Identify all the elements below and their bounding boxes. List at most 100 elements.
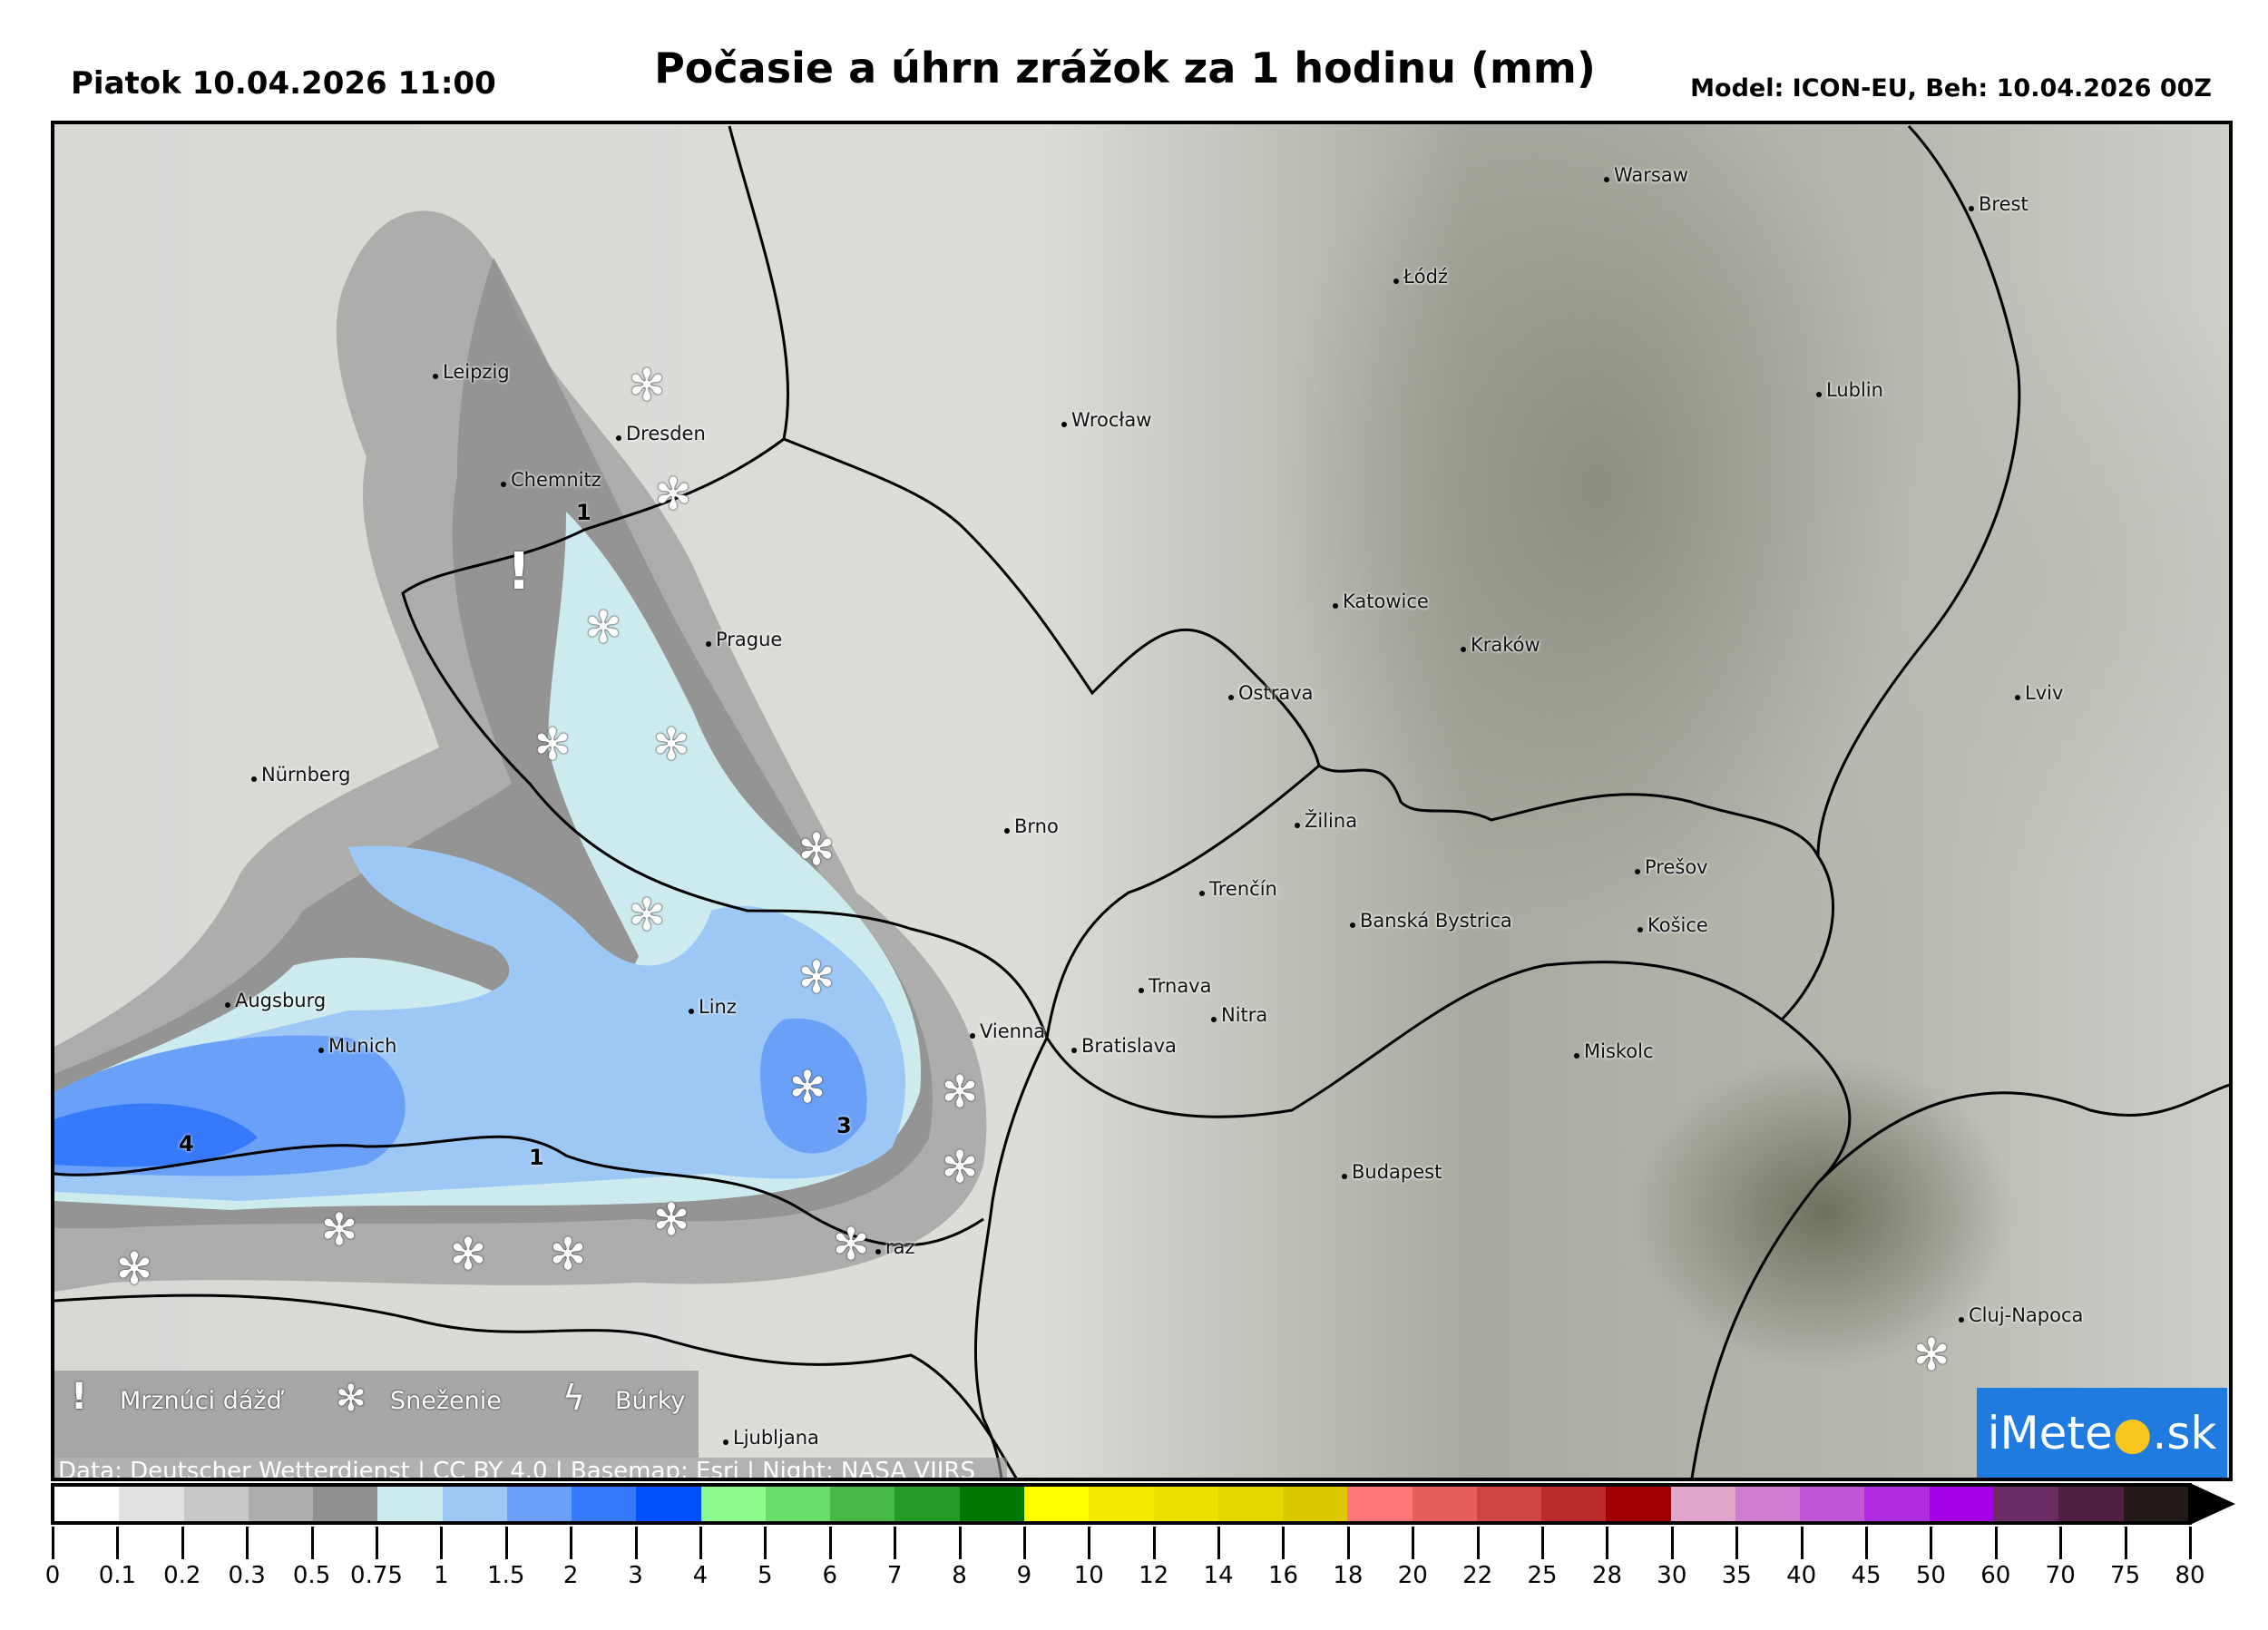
- colorbar-tick-label: 4: [692, 1562, 709, 1589]
- colorbar-bin: [1606, 1487, 1671, 1521]
- city-label: Prešov: [1635, 856, 1708, 878]
- city-label: Łódź: [1393, 266, 1448, 288]
- city-label: Banská Bystrica: [1350, 910, 1512, 932]
- colorbar-tick: [1022, 1527, 1026, 1559]
- colorbar-tick-label: 7: [886, 1562, 903, 1589]
- snowflake-icon: ✻: [449, 1229, 487, 1280]
- page-title: Počasie a úhrn zrážok za 1 hodinu (mm): [654, 44, 1596, 93]
- colorbar-tick-label: 20: [1397, 1562, 1428, 1589]
- colorbar-bin: [1217, 1487, 1284, 1521]
- colorbar-tick-label: 10: [1073, 1562, 1104, 1589]
- city-label: Brest: [1969, 193, 2028, 215]
- colorbar-tick: [1735, 1527, 1739, 1559]
- colorbar-tick: [699, 1527, 702, 1559]
- colorbar-bin: [1800, 1487, 1865, 1521]
- colorbar-tick: [1412, 1527, 1415, 1559]
- weather-map[interactable]: Warsaw Brest Łódź Lublin Leipzig Dresden…: [51, 121, 2233, 1481]
- colorbar-tick: [1800, 1527, 1804, 1559]
- colorbar-tick-label: 8: [952, 1562, 967, 1589]
- city-label: Kraków: [1461, 634, 1540, 656]
- city-label: Ostrava: [1228, 682, 1314, 704]
- colorbar-tick: [375, 1527, 378, 1559]
- colorbar-bin: [1023, 1487, 1090, 1521]
- colorbar-bin: [700, 1487, 766, 1521]
- colorbar-tick-label: 18: [1333, 1562, 1364, 1589]
- precip-value-label: 1: [529, 1145, 544, 1170]
- colorbar-bin: [1929, 1487, 1994, 1521]
- colorbar-tick-label: 12: [1139, 1562, 1169, 1589]
- colorbar-tick: [1282, 1527, 1286, 1559]
- colorbar-tick-label: 0.3: [228, 1562, 266, 1589]
- city-label: Trenčín: [1199, 878, 1277, 900]
- snowflake-icon: ✻: [788, 1062, 826, 1113]
- city-label: Nitra: [1210, 1004, 1267, 1026]
- colorbar-tick-label: 60: [1980, 1562, 2011, 1589]
- colorbar-tick-label: 80: [2175, 1562, 2205, 1589]
- colorbar-bin: [119, 1487, 184, 1521]
- city-label: Nürnberg: [250, 764, 350, 786]
- city-label: Vienna: [969, 1020, 1045, 1042]
- city-label: Košice: [1637, 914, 1708, 936]
- city-label: Wrocław: [1061, 409, 1151, 431]
- precipitation-layer: [54, 124, 2229, 1478]
- city-label: Warsaw: [1604, 164, 1688, 186]
- colorbar-bin: [1541, 1487, 1607, 1521]
- snowflake-icon: ✻: [628, 360, 666, 411]
- snowflake-icon: ✻: [1912, 1330, 1950, 1381]
- colorbar-tick-label: 22: [1462, 1562, 1493, 1589]
- freezing-rain-icon: !: [507, 542, 531, 601]
- city-label: Leipzig: [433, 361, 510, 383]
- city-label: Dresden: [616, 423, 706, 444]
- city-label: Lublin: [1816, 379, 1883, 401]
- colorbar-tick: [828, 1527, 832, 1559]
- colorbar-bin: [183, 1487, 249, 1521]
- colorbar-bin: [442, 1487, 507, 1521]
- precip-value-label: 3: [836, 1113, 852, 1138]
- precip-value-label: 4: [179, 1131, 194, 1157]
- colorbar-tick-label: 28: [1591, 1562, 1622, 1589]
- snowflake-icon: ✻: [320, 1205, 358, 1255]
- colorbar-tick: [246, 1527, 249, 1559]
- colorbar-bin: [636, 1487, 701, 1521]
- snowflake-icon: ✻: [654, 469, 692, 520]
- colorbar-tick: [958, 1527, 962, 1559]
- colorbar-tick: [1476, 1527, 1480, 1559]
- colorbar-bin: [1993, 1487, 2059, 1521]
- colorbar-bin: [1864, 1487, 1930, 1521]
- legend-box: [54, 1371, 699, 1458]
- colorbar-tick: [116, 1527, 120, 1559]
- snowflake-icon: ✻: [941, 1142, 979, 1193]
- snowflake-icon: ✻: [941, 1067, 979, 1118]
- colorbar-tick: [1541, 1527, 1545, 1559]
- imeteo-logo[interactable]: iMete●.sk: [1977, 1388, 2227, 1478]
- colorbar-tick: [2059, 1527, 2063, 1559]
- colorbar-tick-label: 1.5: [487, 1562, 525, 1589]
- colorbar-tick: [570, 1527, 573, 1559]
- colorbar-tick: [440, 1527, 444, 1559]
- colorbar-tick: [634, 1527, 638, 1559]
- snowflake-icon: ✻: [115, 1244, 153, 1294]
- colorbar-bin: [1476, 1487, 1542, 1521]
- colorbar-bin: [377, 1487, 443, 1521]
- colorbar-tick-label: 40: [1786, 1562, 1817, 1589]
- colorbar-tick: [504, 1527, 508, 1559]
- colorbar-bin: [248, 1487, 314, 1521]
- colorbar-bin: [572, 1487, 637, 1521]
- colorbar-tick-label: 1: [434, 1562, 449, 1589]
- colorbar-tick-label: 5: [758, 1562, 773, 1589]
- colorbar-tick-label: 70: [2045, 1562, 2076, 1589]
- colorbar-tick: [1994, 1527, 1998, 1559]
- colorbar-tick-label: 0: [44, 1562, 61, 1589]
- city-label: Prague: [705, 629, 782, 650]
- city-label: Katowice: [1333, 591, 1429, 612]
- forecast-datetime: Piatok 10.04.2026 11:00: [71, 65, 496, 102]
- colorbar-tick: [1606, 1527, 1609, 1559]
- colorbar-tick-label: 45: [1851, 1562, 1882, 1589]
- city-label: Miskolc: [1574, 1040, 1654, 1062]
- city-label: Trnava: [1138, 975, 1211, 997]
- colorbar-tick-label: 0.5: [292, 1562, 331, 1589]
- precip-value-label: 1: [576, 500, 591, 525]
- colorbar-tick: [2124, 1527, 2127, 1559]
- colorbar-tick-label: 25: [1527, 1562, 1558, 1589]
- colorbar-tick-label: 16: [1267, 1562, 1299, 1589]
